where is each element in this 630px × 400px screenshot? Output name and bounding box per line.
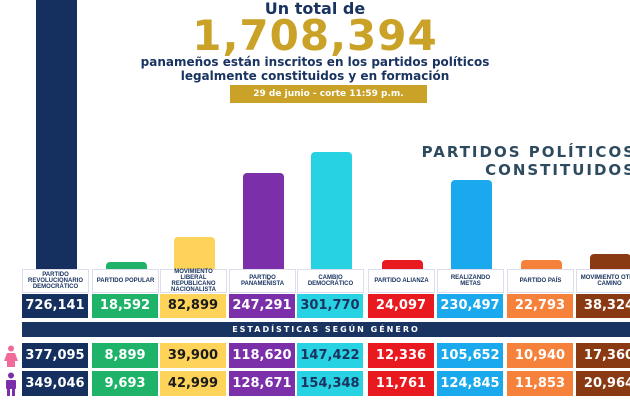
- gender-stats-header: ESTADÍSTICAS SEGÚN GÉNERO: [22, 322, 630, 337]
- category-label: PARTIDO REVOLUCIONARIO DEMOCRÁTICO: [22, 269, 89, 293]
- value-label: 38,324: [576, 294, 630, 318]
- bar: [243, 173, 284, 269]
- section-title: PARTIDOS POLÍTICOS CONSTITUIDOS: [422, 143, 630, 179]
- value-label: 247,291: [229, 294, 295, 318]
- subtitle-line2: legalmente constituidos y en formación: [180, 69, 450, 83]
- category-label: PARTIDO POPULAR: [92, 269, 159, 293]
- bar: [174, 236, 215, 269]
- female-value: 105,652: [437, 343, 503, 368]
- value-label: 18,592: [92, 294, 158, 318]
- male-value: 11,761: [368, 371, 434, 396]
- male-value: 11,853: [507, 371, 573, 396]
- total-count: 1,708,394: [192, 11, 438, 60]
- female-value: 39,900: [160, 343, 226, 368]
- value-label: 726,141: [22, 294, 88, 318]
- category-label: PARTIDO PANAMEÑISTA: [229, 269, 296, 293]
- male-person-icon: [6, 372, 16, 396]
- date-badge: 29 de junio - corte 11:59 p.m.: [230, 85, 427, 103]
- value-label: 22,793: [507, 294, 573, 318]
- male-value: 154,348: [297, 371, 363, 396]
- bar: [36, 0, 77, 269]
- category-label: MOVIMIENTO LIBERAL REPUBLICANO NACIONALI…: [160, 269, 227, 293]
- category-label: PARTIDO ALIANZA: [368, 269, 435, 293]
- subtitle-line1: panameños están inscritos en los partido…: [140, 55, 490, 69]
- category-label: CAMBIO DEMOCRÁTICO: [297, 269, 364, 293]
- female-value: 147,422: [297, 343, 363, 368]
- male-value: 20,964: [576, 371, 630, 396]
- female-value: 10,940: [507, 343, 573, 368]
- category-label: MOVIMIENTO OTRO CAMINO: [576, 269, 630, 293]
- intro-text: Un total de: [264, 0, 366, 18]
- bar: [382, 259, 423, 269]
- male-value: 128,671: [229, 371, 295, 396]
- bar: [311, 152, 352, 269]
- value-label: 24,097: [368, 294, 434, 318]
- male-value: 9,693: [92, 371, 158, 396]
- value-label: 301,770: [297, 294, 363, 318]
- category-label: REALIZANDO METAS: [437, 269, 504, 293]
- bar: [106, 261, 147, 269]
- female-value: 12,336: [368, 343, 434, 368]
- female-person-icon: [4, 345, 18, 367]
- value-label: 82,899: [160, 294, 226, 318]
- male-value: 42,999: [160, 371, 226, 396]
- male-value: 124,845: [437, 371, 503, 396]
- female-value: 17,360: [576, 343, 630, 368]
- section-title-line2: CONSTITUIDOS: [485, 161, 630, 179]
- category-label: PARTIDO PAÍS: [507, 269, 574, 293]
- value-label: 230,497: [437, 294, 503, 318]
- female-value: 377,095: [22, 343, 88, 368]
- bar: [451, 179, 492, 269]
- female-value: 118,620: [229, 343, 295, 368]
- male-value: 349,046: [22, 371, 88, 396]
- bar: [521, 260, 562, 269]
- bar: [590, 254, 630, 269]
- section-title-line1: PARTIDOS POLÍTICOS: [421, 143, 630, 161]
- female-value: 8,899: [92, 343, 158, 368]
